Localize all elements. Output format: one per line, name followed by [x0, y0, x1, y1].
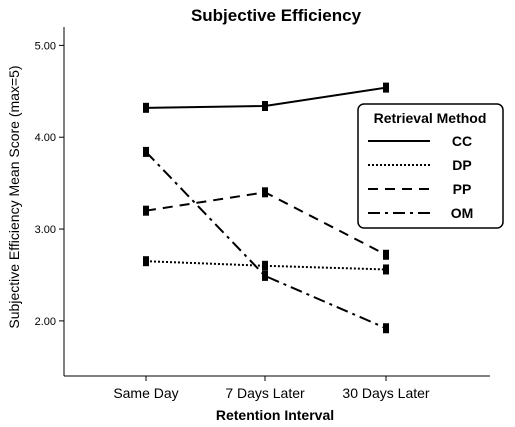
y-axis-label: Subjective Efficiency Mean Score (max=5): [6, 65, 22, 328]
error-bar-marker: [383, 264, 389, 275]
error-bar-marker: [262, 187, 268, 198]
y-ticks: 2.00 3.00 4.00 5.00: [35, 40, 64, 328]
x-tick-label: Same Day: [113, 385, 178, 401]
error-bar-marker: [143, 146, 149, 157]
chart-title: Subjective Efficiency: [191, 6, 362, 25]
legend-label: PP: [453, 181, 472, 197]
legend-label: OM: [451, 205, 474, 221]
y-tick-label: 3.00: [35, 224, 56, 236]
y-tick-label: 5.00: [35, 40, 56, 52]
error-bar-marker: [262, 270, 268, 281]
legend-items: CC DP PP OM: [368, 133, 473, 221]
error-bar-marker: [262, 260, 268, 271]
error-bar-marker: [262, 100, 268, 111]
error-bar-marker: [383, 249, 389, 260]
error-bar-marker: [143, 102, 149, 113]
x-axis-label: Retention Interval: [216, 407, 334, 423]
legend-label: DP: [452, 157, 471, 173]
legend-title: Retrieval Method: [374, 110, 487, 126]
legend-box: [357, 103, 504, 229]
legend-label: CC: [452, 133, 472, 149]
series-line-om: [145, 151, 387, 330]
y-tick-label: 4.00: [35, 132, 56, 144]
y-tick-label: 2.00: [35, 316, 56, 328]
error-bar-marker: [143, 256, 149, 267]
error-bar-marker: [143, 205, 149, 216]
error-bar-marker: [383, 323, 389, 334]
error-bar-marker: [383, 82, 389, 93]
series-group: [143, 82, 389, 334]
x-tick-label: 7 Days Later: [225, 385, 305, 401]
x-tick-label: 30 Days Later: [342, 385, 429, 401]
legend: Retrieval Method CC DP PP OM: [357, 103, 504, 229]
x-ticks: Same Day 7 Days Later 30 Days Later: [113, 376, 430, 401]
series-line-pp: [145, 191, 387, 256]
